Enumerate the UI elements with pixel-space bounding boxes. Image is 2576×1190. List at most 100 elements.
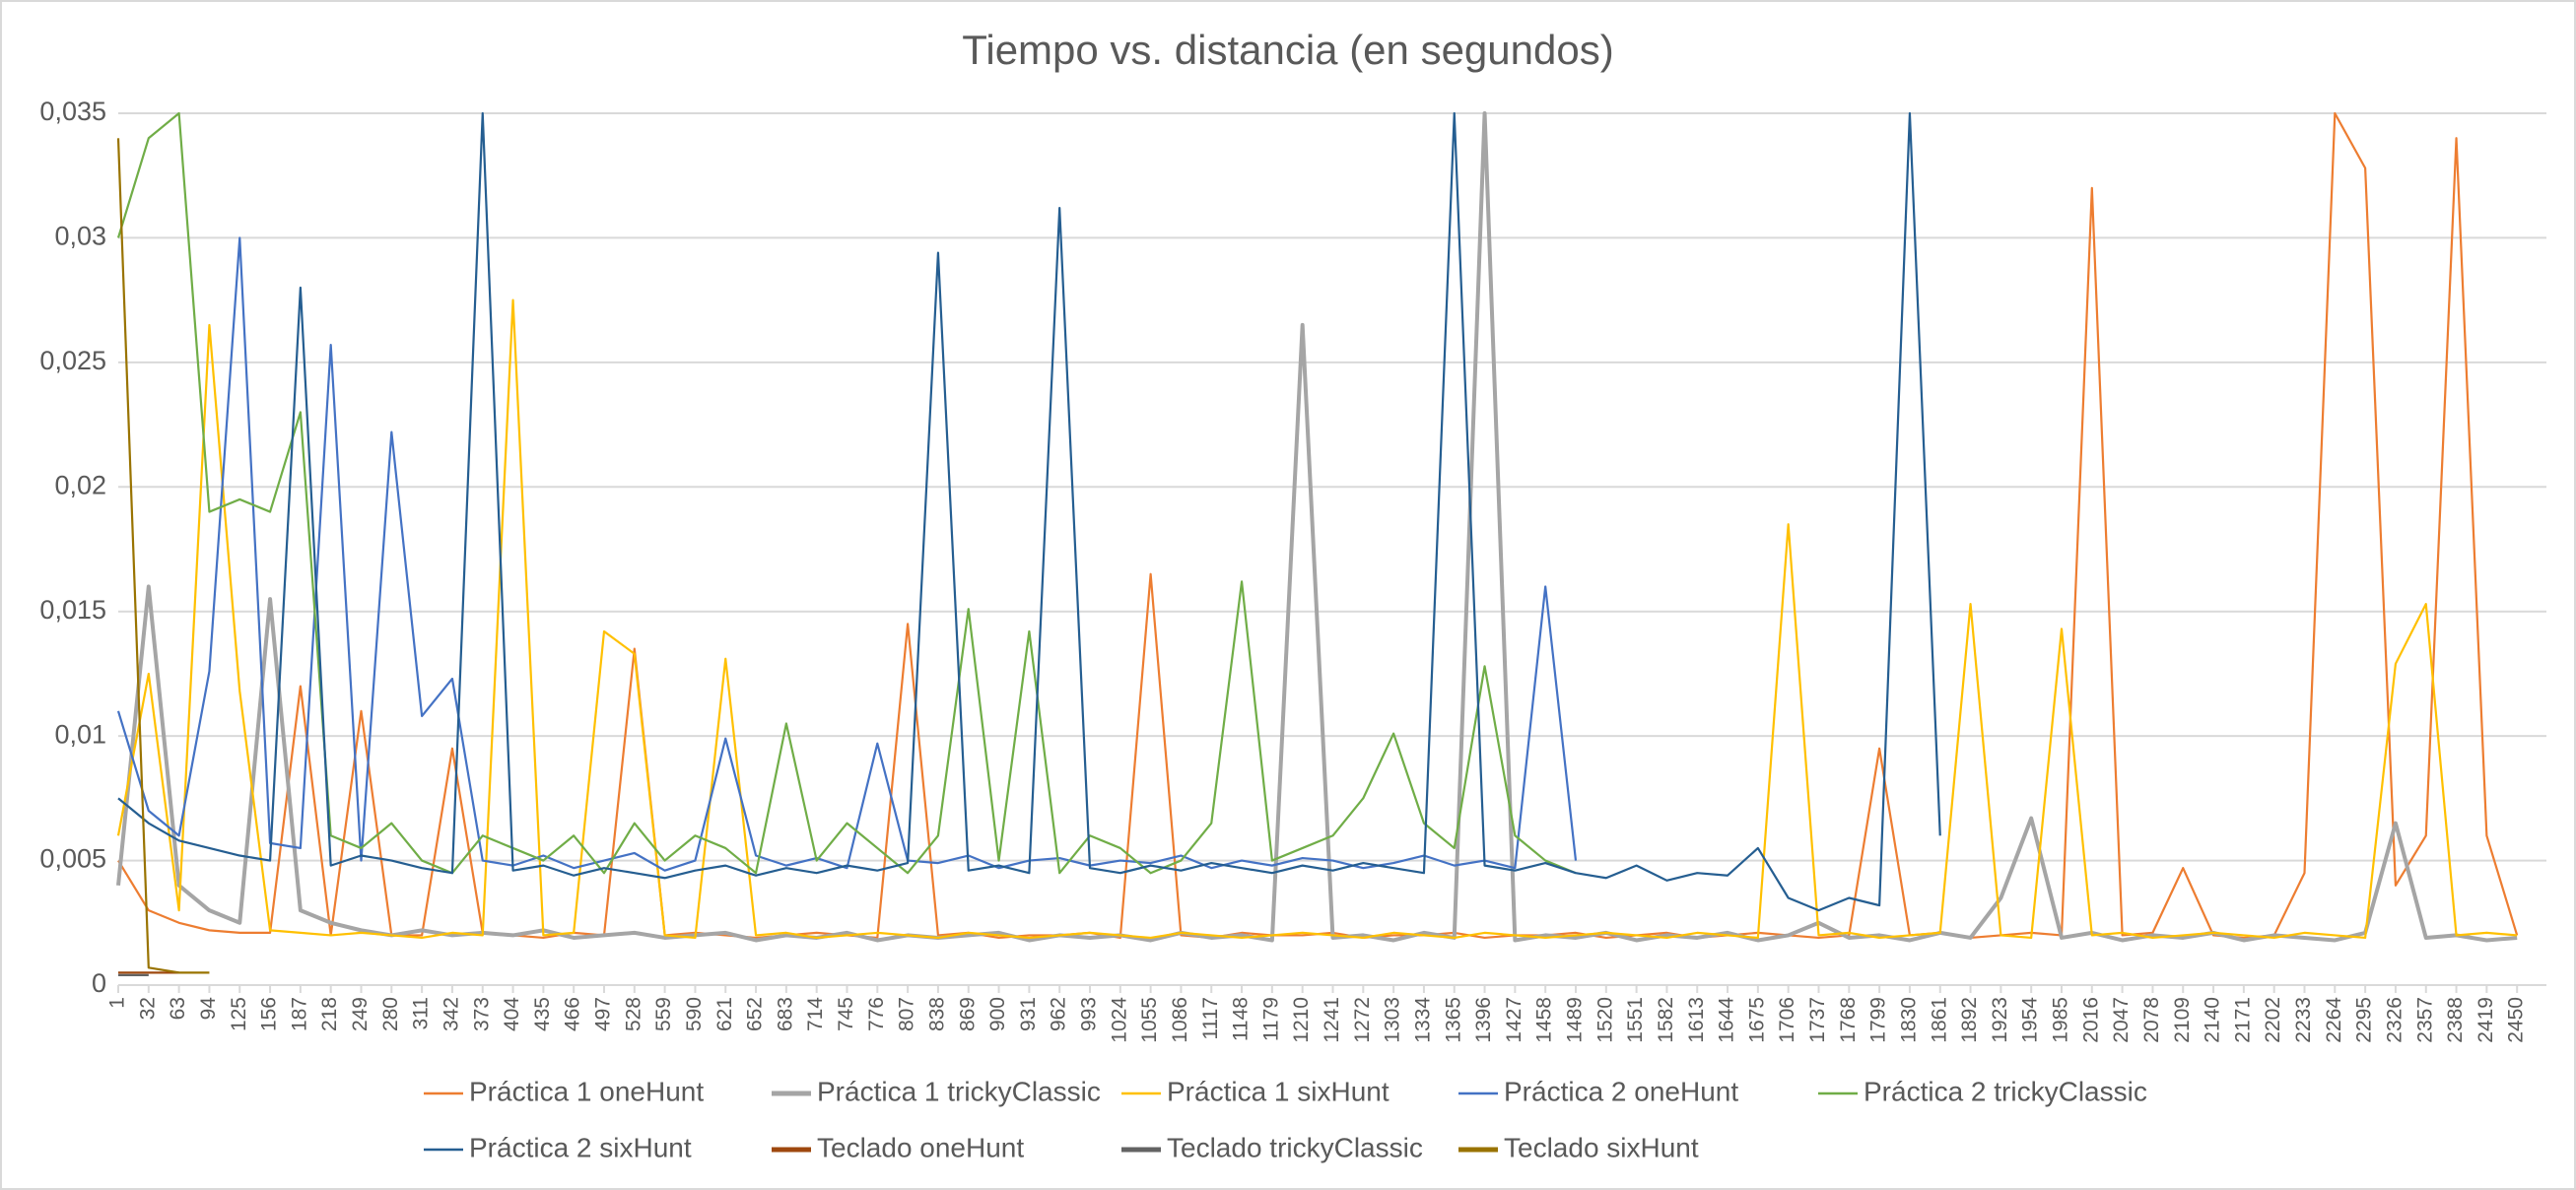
x-tick-label: 807 [896,997,918,1031]
x-tick-label: 1148 [1230,997,1253,1041]
x-tick-label: 94 [197,997,220,1021]
x-tick-label: 1768 [1837,997,1860,1043]
x-tick-label: 63 [167,997,189,1020]
x-tick-label: 2233 [2292,997,2315,1043]
x-tick-label: 2016 [2079,997,2102,1043]
x-tick-label: 1706 [1776,997,1798,1043]
x-tick-label: 2357 [2413,997,2436,1043]
x-tick-label: 652 [744,997,767,1031]
x-tick-label: 1241 [1321,997,1343,1043]
x-tick-label: 2047 [2110,997,2133,1043]
x-tick-label: 2264 [2323,997,2345,1043]
x-tick-label: 466 [562,997,584,1031]
x-tick-label: 1179 [1259,997,1282,1041]
x-tick-label: 1861 [1928,997,1950,1043]
x-tick-label: 1985 [2050,997,2072,1043]
x-tick-label: 745 [835,997,857,1031]
x-tick-label: 1551 [1624,997,1647,1043]
x-tick-label: 2171 [2231,997,2254,1043]
legend-label: Práctica 1 trickyClassic [817,1076,1101,1106]
x-tick-label: 435 [531,997,554,1031]
x-tick-label: 559 [652,997,675,1031]
legend-label: Práctica 2 trickyClassic [1864,1076,2147,1106]
x-tick-label: 931 [1017,997,1040,1031]
x-tick-label: 2419 [2474,997,2497,1043]
x-tick-label: 32 [136,997,159,1020]
series-line [116,138,210,974]
x-tick-label: 1210 [1290,997,1313,1043]
x-tick-label: 993 [1078,997,1101,1031]
x-tick-label: 1892 [1958,997,1981,1043]
x-tick-label: 1117 [1199,997,1222,1040]
x-tick-label: 621 [713,997,736,1031]
x-tick-label: 2326 [2383,997,2406,1043]
x-tick-label: 187 [288,997,310,1031]
y-tick-label: 0 [92,968,106,998]
x-tick-label: 1024 [1108,997,1130,1043]
x-tick-label: 342 [440,997,462,1031]
y-tick-label: 0,01 [54,719,106,749]
series-line [116,111,1577,875]
x-tick-label: 1737 [1806,997,1829,1043]
x-tick-label: 1954 [2019,997,2042,1043]
legend-label: Teclado trickyClassic [1167,1132,1423,1162]
y-tick-label: 0,02 [54,470,106,499]
y-tick-label: 0,015 [39,595,106,625]
x-tick-label: 590 [683,997,706,1031]
x-tick-label: 1520 [1593,997,1616,1043]
x-tick-label: 1 [106,997,129,1009]
x-tick-label: 1830 [1897,997,1920,1043]
series-line [116,236,1578,872]
x-tick-label: 280 [379,997,402,1031]
x-tick-label: 2109 [2171,997,2194,1043]
x-tick-label: 1427 [1503,997,1525,1043]
x-tick-label: 962 [1048,997,1070,1031]
y-tick-label: 0,03 [54,222,106,251]
legend-label: Práctica 2 oneHunt [1504,1076,1738,1106]
y-tick-label: 0,025 [39,346,106,375]
x-tick-label: 373 [470,997,493,1031]
series-line [116,298,2518,940]
x-tick-label: 900 [986,997,1009,1031]
legend-label: Teclado sixHunt [1504,1132,1699,1162]
x-tick-label: 1272 [1351,997,1374,1043]
x-tick-label: 125 [228,997,250,1031]
x-tick-label: 1799 [1867,997,1890,1043]
legend-label: Teclado oneHunt [817,1132,1024,1162]
x-tick-label: 1675 [1745,997,1768,1043]
x-tick-label: 776 [865,997,888,1031]
x-tick-label: 218 [318,997,341,1031]
x-tick-label: 683 [774,997,796,1031]
x-tick-label: 2078 [2140,997,2163,1043]
legend-label: Práctica 1 sixHunt [1167,1076,1390,1106]
x-tick-label: 1396 [1472,997,1495,1043]
x-tick-label: 1334 [1411,997,1434,1043]
x-tick-label: 528 [622,997,644,1031]
series-line [117,111,1941,912]
x-tick-label: 497 [592,997,615,1031]
x-tick-label: 2202 [2262,997,2284,1043]
x-tick-label: 838 [925,997,948,1031]
x-tick-label: 1644 [1716,997,1738,1043]
legend-label: Práctica 1 oneHunt [469,1076,704,1106]
x-tick-label: 714 [804,997,827,1031]
x-tick-label: 2295 [2353,997,2376,1043]
x-tick-label: 1303 [1382,997,1404,1043]
x-tick-label: 1365 [1442,997,1464,1043]
y-tick-label: 0,035 [39,97,106,126]
x-tick-label: 404 [501,997,523,1031]
x-tick-label: 2450 [2505,997,2528,1043]
x-tick-label: 2388 [2444,997,2467,1043]
x-tick-label: 1613 [1685,997,1708,1043]
x-tick-label: 1055 [1138,997,1161,1043]
x-tick-label: 869 [956,997,979,1031]
x-tick-label: 156 [258,997,281,1031]
x-tick-label: 311 [410,997,433,1029]
x-tick-label: 1923 [1989,997,2011,1043]
legend-label: Práctica 2 sixHunt [469,1132,692,1162]
series-line [116,111,2518,943]
chart-title: Tiempo vs. distancia (en segundos) [962,27,1613,73]
x-tick-label: 2140 [2202,997,2224,1043]
x-tick-label: 249 [349,997,372,1031]
